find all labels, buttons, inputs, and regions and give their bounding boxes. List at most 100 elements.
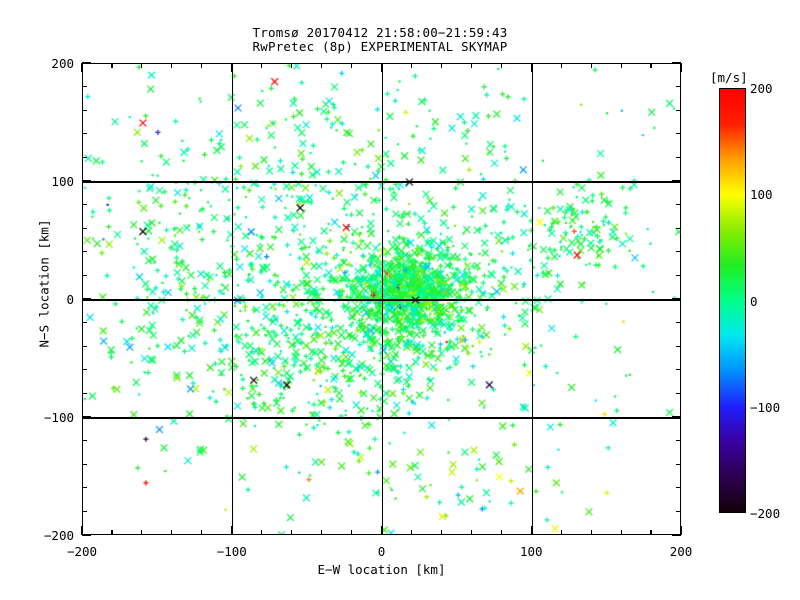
- y-tick-200: [82, 62, 91, 64]
- y-tick-40: [82, 251, 87, 253]
- x-tick-80: [500, 530, 502, 535]
- x-tick-top-140: [590, 63, 592, 68]
- x-tick-top-40: [440, 63, 442, 68]
- x-tick-top--180: [111, 63, 113, 68]
- x-tick-top-0: [380, 63, 383, 72]
- y-tick-right-180: [676, 86, 681, 88]
- y-tick--180: [82, 510, 87, 512]
- x-tick--180: [111, 530, 113, 535]
- x-tick--140: [171, 530, 173, 535]
- y-tick-right-60: [676, 227, 681, 229]
- x-tick-label-200: 200: [669, 544, 693, 559]
- x-tick-top-80: [500, 63, 502, 68]
- x-tick-top-100: [530, 63, 532, 72]
- y-tick-120: [82, 156, 87, 158]
- gridline-vertical: [381, 64, 384, 534]
- x-tick-top-160: [620, 63, 622, 68]
- x-tick-label--200: −200: [66, 544, 98, 559]
- y-tick--40: [82, 345, 87, 347]
- x-tick-100: [530, 526, 532, 535]
- y-tick--100: [82, 416, 91, 418]
- colorbar-tick-label--200: −200: [750, 506, 781, 521]
- x-tick--60: [291, 530, 293, 535]
- y-tick-right--60: [676, 369, 681, 371]
- x-tick--80: [261, 530, 263, 535]
- y-tick-right-100: [672, 180, 681, 182]
- y-tick-right-40: [676, 251, 681, 253]
- x-tick-0: [380, 526, 383, 535]
- x-tick-top--20: [350, 63, 353, 68]
- y-axis-title: N−S location [km]: [36, 219, 52, 348]
- y-tick--80: [82, 392, 87, 394]
- y-tick-right--100: [672, 416, 681, 418]
- y-tick-80: [82, 204, 87, 206]
- x-tick-20: [410, 530, 413, 535]
- x-tick-200: [680, 526, 682, 535]
- y-tick-right-80: [676, 204, 681, 206]
- y-tick-label--200: −200: [43, 528, 74, 543]
- x-tick-label-0: 0: [377, 544, 386, 559]
- colorbar-tick-label-100: 100: [750, 187, 773, 203]
- gridline-horizontal: [83, 181, 680, 183]
- y-tick--60: [82, 369, 87, 371]
- gridline-horizontal: [83, 299, 680, 301]
- x-tick-top--140: [171, 63, 173, 68]
- x-tick-top-20: [410, 63, 413, 68]
- y-tick-160: [82, 109, 87, 111]
- x-tick-top--120: [201, 63, 203, 68]
- y-tick-140: [82, 133, 87, 135]
- x-tick-120: [560, 530, 562, 535]
- y-tick--120: [82, 440, 87, 442]
- colorbar: [719, 88, 746, 513]
- y-tick-right-0: [672, 298, 681, 300]
- y-tick-right--140: [676, 463, 681, 465]
- figure-title: Tromsø 20170412 21:58:00−21:59:43 RwPret…: [0, 26, 760, 54]
- y-tick-right-200: [672, 62, 681, 64]
- x-tick-60: [470, 530, 472, 535]
- x-tick-top-200: [680, 63, 682, 72]
- x-tick--20: [350, 530, 353, 535]
- y-tick-60: [82, 227, 87, 229]
- x-tick-top-180: [650, 63, 652, 68]
- y-tick-right-120: [676, 156, 681, 158]
- y-tick-right-160: [676, 109, 681, 111]
- y-tick-20: [82, 274, 87, 276]
- x-tick-top-120: [560, 63, 562, 68]
- y-tick--20: [82, 322, 87, 324]
- y-tick-label--100: −100: [43, 410, 74, 425]
- y-tick-right--40: [676, 345, 681, 347]
- y-tick-right--160: [676, 487, 681, 489]
- title-line-1: Tromsø 20170412 21:58:00−21:59:43: [252, 25, 508, 40]
- x-tick--100: [231, 526, 233, 535]
- x-tick--40: [321, 530, 323, 535]
- x-tick-label-100: 100: [519, 544, 543, 559]
- y-tick-100: [82, 180, 91, 182]
- x-tick-top--80: [261, 63, 263, 68]
- y-tick--140: [82, 463, 87, 465]
- colorbar-gradient: [719, 88, 746, 513]
- x-tick-180: [650, 530, 652, 535]
- y-tick-label-0: 0: [66, 292, 74, 307]
- colorbar-unit-label: [m/s]: [710, 70, 748, 85]
- x-tick-160: [620, 530, 622, 535]
- y-tick--200: [82, 534, 91, 536]
- x-tick-top--200: [81, 63, 83, 72]
- y-tick-right--20: [676, 322, 681, 324]
- colorbar-tick-label-0: 0: [750, 293, 758, 309]
- y-tick-180: [82, 86, 87, 88]
- x-tick-top--40: [321, 63, 323, 68]
- scatter-points-layer: [83, 64, 680, 534]
- x-tick-top--160: [141, 63, 143, 68]
- y-tick-right-140: [676, 133, 681, 135]
- x-tick-label--100: −100: [216, 544, 247, 559]
- plot-area: [82, 63, 681, 535]
- x-tick--120: [201, 530, 203, 535]
- y-tick-right-20: [676, 274, 681, 276]
- x-tick--200: [81, 526, 83, 535]
- x-tick-top--100: [231, 63, 233, 72]
- y-tick-right--200: [672, 534, 681, 536]
- x-tick-40: [440, 530, 442, 535]
- colorbar-tick-label-200: 200: [750, 81, 773, 96]
- gridline-vertical: [531, 64, 533, 534]
